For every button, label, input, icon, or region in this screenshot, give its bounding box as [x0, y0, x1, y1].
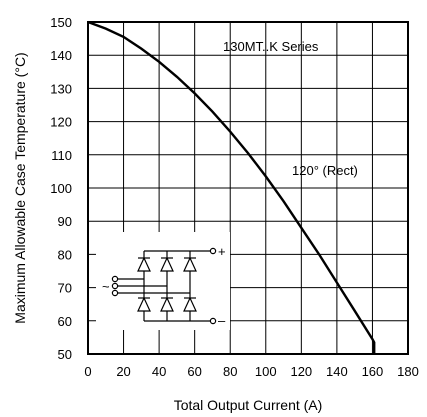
y-tick-label: 110	[51, 148, 72, 163]
y-axis-ticks: 50 60 70 80 90 100 110 120 130 140 150	[50, 15, 72, 362]
series-annotation: 130MT..K Series	[223, 39, 319, 54]
y-axis-title: Maximum Allowable Case Temperature (°C)	[12, 52, 28, 323]
curve-annotation: 120° (Rect)	[292, 163, 358, 178]
schematic-ac-label: ~	[102, 279, 110, 294]
series-line-120-rect	[87, 20, 376, 354]
x-tick-label: 40	[152, 364, 166, 379]
diode-icon	[137, 296, 151, 312]
diode-icon	[137, 256, 151, 272]
schematic-minus-label: –	[218, 313, 226, 328]
y-tick-label: 50	[58, 347, 72, 362]
x-axis-ticks: 0 20 40 60 80 100 120 140 160 180	[84, 364, 418, 379]
x-tick-label: 180	[397, 364, 419, 379]
y-tick-label: 80	[58, 247, 72, 262]
y-tick-label: 130	[50, 81, 72, 96]
x-tick-label: 160	[362, 364, 384, 379]
x-tick-label: 80	[223, 364, 237, 379]
x-tick-label: 0	[84, 364, 91, 379]
schematic-plus-label: +	[218, 244, 226, 259]
y-tick-label: 150	[50, 15, 72, 30]
diode-icon	[183, 256, 197, 272]
diode-icon	[160, 296, 174, 312]
x-tick-label: 20	[116, 364, 130, 379]
y-tick-label: 90	[58, 214, 72, 229]
y-tick-label: 60	[58, 314, 72, 329]
y-tick-label: 120	[50, 115, 72, 130]
y-tick-label: 140	[50, 48, 72, 63]
bridge-rectifier-schematic-icon: + ~ –	[96, 232, 230, 330]
x-tick-label: 60	[187, 364, 201, 379]
x-tick-label: 140	[326, 364, 348, 379]
diode-icon	[183, 296, 197, 312]
x-tick-label: 100	[255, 364, 277, 379]
plot-frame	[87, 21, 409, 355]
y-tick-label: 100	[50, 181, 72, 196]
schematic-background	[96, 232, 230, 330]
y-tick-label: 70	[58, 281, 72, 296]
diode-icon	[160, 256, 174, 272]
x-tick-label: 120	[290, 364, 312, 379]
x-axis-title: Total Output Current (A)	[174, 397, 323, 413]
